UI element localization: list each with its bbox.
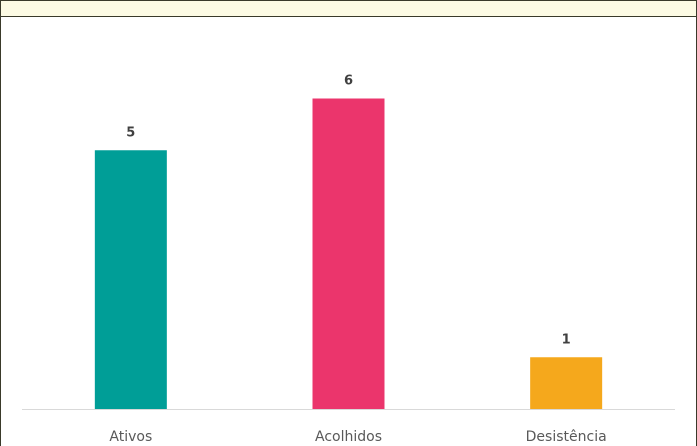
bar-desistência [530,357,603,409]
x-tick-label-acolhidos: Acolhidos [315,429,382,445]
bars-layer [94,98,603,409]
bar-acolhidos [312,98,385,409]
x-tick-label-desistência: Desistência [526,429,607,445]
x-tick-labels-layer: Ativos Acolhidos Desistência [109,429,606,445]
data-label-acolhidos: 6 [344,74,353,89]
data-labels-layer: 5 6 1 [126,74,570,348]
data-label-desistência: 1 [562,332,571,347]
x-tick-label-ativos: Ativos [109,429,152,445]
bar-ativos [94,150,167,409]
frame-left-border [0,0,1,446]
data-label-ativos: 5 [126,125,135,140]
